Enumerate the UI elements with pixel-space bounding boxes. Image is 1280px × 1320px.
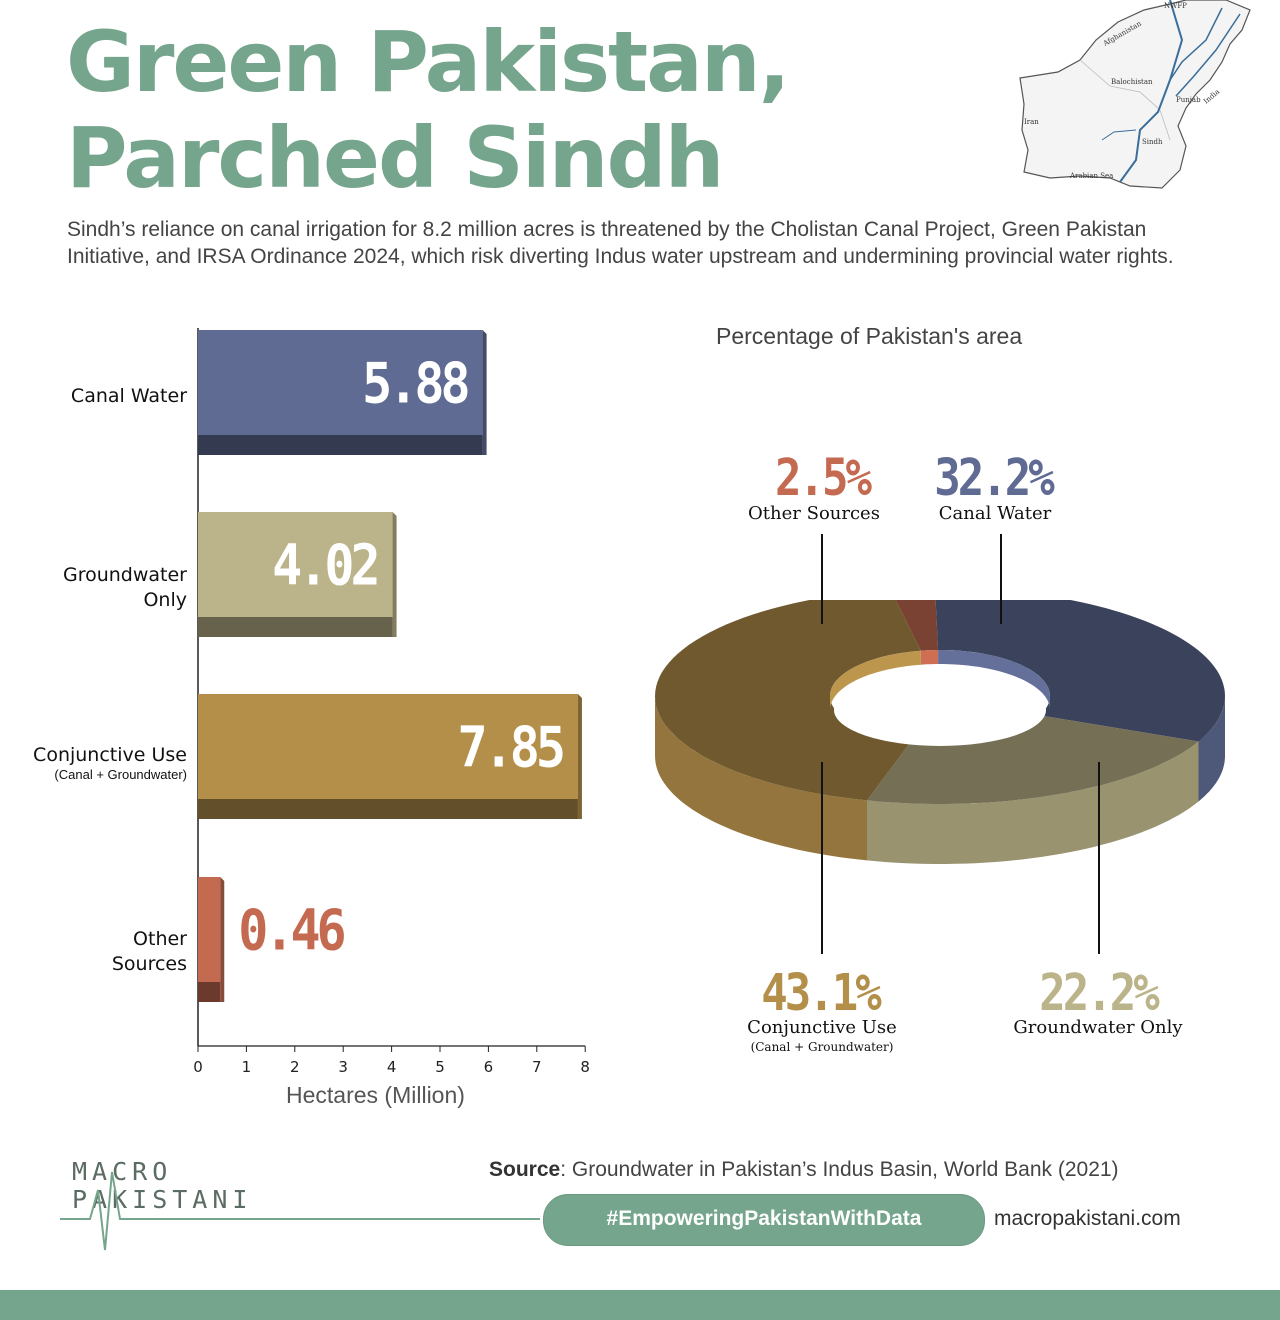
- brand-logo: MACRO PAKISTANI: [72, 1158, 252, 1214]
- pakistan-map-icon: NWFP Afghanistan Balochistan Punjab Indi…: [1019, 0, 1251, 189]
- donut-slice: [655, 600, 921, 801]
- map-label: Arabian Sea: [1069, 172, 1113, 180]
- bar-chart: 0 1 2 3 4 5 6 7 8 5.88 4.02 7.85 0.46: [193, 328, 590, 1076]
- bar-value-label: 5.88: [362, 351, 468, 416]
- donut-hole: [834, 674, 1046, 746]
- x-tick-label: 5: [435, 1058, 445, 1076]
- x-axis-label: Hectares (Million): [286, 1082, 465, 1108]
- bar-category-sublabel: (Canal + Groundwater): [54, 767, 187, 782]
- map-label: NWFP: [1164, 2, 1187, 10]
- donut-inner-wall: [830, 650, 921, 710]
- x-tick-label: 4: [387, 1058, 397, 1076]
- hashtag-badge: #EmpoweringPakistanWithData: [543, 1194, 985, 1246]
- slice-name-label: Conjunctive Use: [747, 1017, 897, 1038]
- page-title: Green Pakistan, Parched Sindh: [66, 13, 791, 207]
- source-note: Source: Groundwater in Pakistan’s Indus …: [489, 1158, 1119, 1182]
- bar-value-label: 7.85: [458, 715, 564, 780]
- x-tick-label: 6: [484, 1058, 494, 1076]
- slice-sublabel: (Canal + Groundwater): [750, 1040, 894, 1054]
- pulse-line-icon: [60, 1171, 540, 1251]
- x-tick-label: 1: [242, 1058, 252, 1076]
- source-prefix: Source: [489, 1158, 561, 1181]
- website-link[interactable]: macropakistani.com: [994, 1207, 1181, 1230]
- title-line-1: Green Pakistan,: [66, 13, 791, 111]
- bar-side-face: [482, 330, 487, 455]
- map-label: India: [1202, 88, 1221, 106]
- donut-title: Percentage of Pakistan's area: [716, 323, 1023, 349]
- map-label: Sindh: [1142, 138, 1163, 146]
- title-line-2: Parched Sindh: [66, 109, 724, 207]
- slice-value-label: 32.2%: [934, 449, 1054, 508]
- bar-side-face: [577, 694, 582, 819]
- bar-group: 4.02: [198, 512, 397, 637]
- bar-value-label: 4.02: [272, 533, 377, 598]
- slice-value-label: 22.2%: [1039, 964, 1159, 1023]
- bar-bottom-face: [198, 435, 483, 455]
- slice-value-label: 2.5%: [775, 449, 872, 508]
- donut-outer-wall: [1198, 696, 1225, 802]
- bar-group: 7.85: [198, 694, 582, 819]
- x-tick-label: 7: [532, 1058, 542, 1076]
- bar-category-label: Other Sources: [111, 928, 187, 975]
- map-label: Iran: [1024, 118, 1039, 126]
- donut-outer-wall: [655, 696, 867, 861]
- bar-bottom-face: [198, 799, 578, 819]
- donut-outer-wall: [867, 741, 1199, 864]
- donut-chart: [655, 600, 1225, 864]
- bar-face: [198, 330, 483, 435]
- x-tick-label: 8: [580, 1058, 590, 1076]
- bar-value-label: 0.46: [238, 898, 345, 963]
- x-tick-label: 3: [338, 1058, 348, 1076]
- slice-name-label: Other Sources: [748, 503, 880, 524]
- x-tick-label: 0: [193, 1058, 203, 1076]
- brand-line-2: PAKISTANI: [72, 1185, 253, 1214]
- slice-value-label: 43.1%: [761, 964, 881, 1023]
- bar-bottom-face: [198, 982, 221, 1002]
- bar-face: [198, 694, 578, 799]
- bar-category-label: Conjunctive Use: [33, 744, 187, 766]
- bar-face: [198, 877, 221, 982]
- map-label: Balochistan: [1111, 78, 1153, 86]
- bar-category-label: Canal Water: [70, 385, 187, 407]
- donut-slice: [867, 715, 1199, 804]
- brand-line-1: MACRO: [72, 1157, 173, 1186]
- donut-slice: [895, 600, 939, 651]
- page-subtitle: Sindh’s reliance on canal irrigation for…: [67, 218, 1174, 268]
- donut-inner-wall: [938, 650, 1050, 710]
- bar-group: 0.46: [198, 877, 349, 1002]
- bar-bottom-face: [198, 617, 393, 637]
- footer-bar: [0, 1290, 1280, 1320]
- bar-side-face: [392, 512, 397, 637]
- bar-face: [198, 512, 393, 617]
- bar-group: 5.88: [198, 330, 487, 455]
- donut-slice: [935, 600, 1225, 742]
- slice-name-label: Groundwater Only: [1013, 1017, 1183, 1038]
- donut-inner-wall: [920, 650, 939, 665]
- slice-name-label: Canal Water: [938, 503, 1052, 524]
- x-tick-label: 2: [290, 1058, 300, 1076]
- source-text: : Groundwater in Pakistan’s Indus Basin,…: [560, 1158, 1119, 1181]
- bar-category-label: Groundwater Only: [62, 564, 187, 611]
- map-label: Punjab: [1176, 96, 1201, 104]
- bar-side-face: [220, 877, 225, 1002]
